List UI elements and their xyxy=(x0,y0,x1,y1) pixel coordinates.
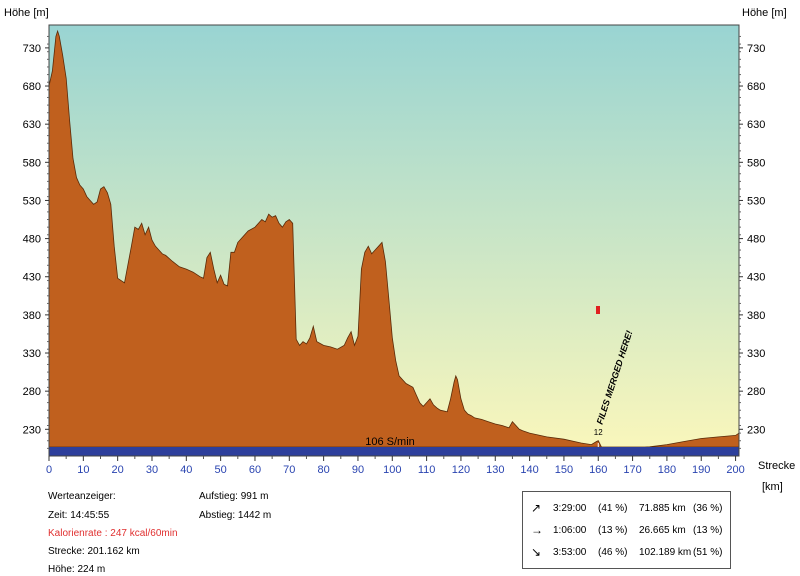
stats-time-pct: (13 %) xyxy=(598,525,628,536)
x-tick-label: 200 xyxy=(726,464,744,476)
y-tick-label-left: 330 xyxy=(23,348,41,360)
arrow-down-right-icon: ↘ xyxy=(531,545,542,559)
y-tick-label-right: 580 xyxy=(747,157,765,169)
y-tick-label-left: 280 xyxy=(23,386,41,398)
y-tick-label-left: 380 xyxy=(23,310,41,322)
x-tick-label: 80 xyxy=(318,464,330,476)
x-tick-label: 110 xyxy=(418,464,436,476)
stats-distance: 102.189 km xyxy=(639,547,692,558)
x-axis-unit: [km] xyxy=(762,481,783,493)
stats-row-downhill: ↘ 3:53:00 (46 %) 102.189 km (51 %) xyxy=(523,543,730,563)
stats-distance-pct: (36 %) xyxy=(693,503,723,514)
x-tick-label: 190 xyxy=(692,464,710,476)
stats-distance: 26.665 km xyxy=(639,525,686,536)
x-tick-label: 40 xyxy=(180,464,192,476)
time-readout: Zeit: 14:45:55 xyxy=(48,510,110,521)
stats-time: 3:29:00 xyxy=(553,503,587,514)
y-tick-label-left: 630 xyxy=(23,119,41,131)
x-axis-title: Strecke xyxy=(758,460,796,472)
y-tick-label-left: 730 xyxy=(23,43,41,55)
elevation-area xyxy=(48,29,740,449)
stats-time: 1:06:00 xyxy=(553,525,587,536)
calorie-rate-readout: Kalorienrate : 247 kcal/60min xyxy=(48,528,178,539)
y-axis-title-right: Höhe [m] xyxy=(742,7,787,19)
stats-distance-pct: (13 %) xyxy=(693,525,723,536)
stats-time-pct: (41 %) xyxy=(598,503,628,514)
x-tick-label: 90 xyxy=(352,464,364,476)
y-tick-label-left: 580 xyxy=(23,157,41,169)
x-tick-label: 100 xyxy=(383,464,401,476)
stats-row-flat: → 1:06:00 (13 %) 26.665 km (13 %) xyxy=(523,521,730,541)
y-tick-label-left: 230 xyxy=(23,424,41,436)
x-tick-label: 140 xyxy=(520,464,538,476)
x-tick-label: 160 xyxy=(589,464,607,476)
x-tick-label: 150 xyxy=(555,464,573,476)
cadence-band xyxy=(49,447,739,456)
altitude-readout: Höhe: 224 m xyxy=(48,564,106,575)
value-display-label: Werteanzeiger: xyxy=(48,491,116,502)
y-tick-label-left: 430 xyxy=(23,272,41,284)
y-axis-title-left: Höhe [m] xyxy=(4,7,49,19)
x-tick-label: 10 xyxy=(77,464,89,476)
y-tick-label-right: 630 xyxy=(747,119,765,131)
y-tick-label-right: 530 xyxy=(747,195,765,207)
y-tick-label-right: 230 xyxy=(747,424,765,436)
plot-frame xyxy=(48,24,740,457)
descent-readout: Abstieg: 1442 m xyxy=(199,510,272,521)
ascent-readout: Aufstieg: 991 m xyxy=(199,491,269,502)
y-tick-label-right: 480 xyxy=(747,234,765,246)
y-tick-label-right: 280 xyxy=(747,386,765,398)
x-tick-label: 180 xyxy=(658,464,676,476)
arrow-right-icon: → xyxy=(531,523,543,537)
x-tick-label: 60 xyxy=(249,464,261,476)
x-tick-label: 170 xyxy=(623,464,641,476)
stats-time: 3:53:00 xyxy=(553,547,587,558)
y-tick-label-right: 380 xyxy=(747,310,765,322)
y-tick-label-left: 530 xyxy=(23,195,41,207)
x-tick-label: 50 xyxy=(215,464,227,476)
distance-readout: Strecke: 201.162 km xyxy=(48,546,140,557)
stats-time-pct: (46 %) xyxy=(598,547,628,558)
x-tick-label: 20 xyxy=(112,464,124,476)
x-tick-label: 30 xyxy=(146,464,158,476)
y-tick-label-right: 730 xyxy=(747,43,765,55)
stats-row-uphill: ↗ 3:29:00 (41 %) 71.885 km (36 %) xyxy=(523,499,730,519)
cadence-label: 106 S/min xyxy=(365,436,415,448)
x-tick-label: 70 xyxy=(283,464,295,476)
y-tick-label-left: 480 xyxy=(23,234,41,246)
merge-marker-tag: 12 xyxy=(594,428,603,437)
x-tick-label: 0 xyxy=(46,464,52,476)
stats-distance-pct: (51 %) xyxy=(693,547,723,558)
arrow-up-right-icon: ↗ xyxy=(531,501,542,515)
stats-distance: 71.885 km xyxy=(639,503,686,514)
x-tick-label: 120 xyxy=(452,464,470,476)
y-tick-label-right: 430 xyxy=(747,272,765,284)
red-marker xyxy=(596,306,600,314)
y-tick-label-right: 680 xyxy=(747,81,765,93)
x-tick-label: 130 xyxy=(486,464,504,476)
segment-stats-box: ↗ 3:29:00 (41 %) 71.885 km (36 %) → 1:06… xyxy=(522,491,731,569)
y-tick-label-left: 680 xyxy=(23,81,41,93)
y-tick-label-right: 330 xyxy=(747,348,765,360)
